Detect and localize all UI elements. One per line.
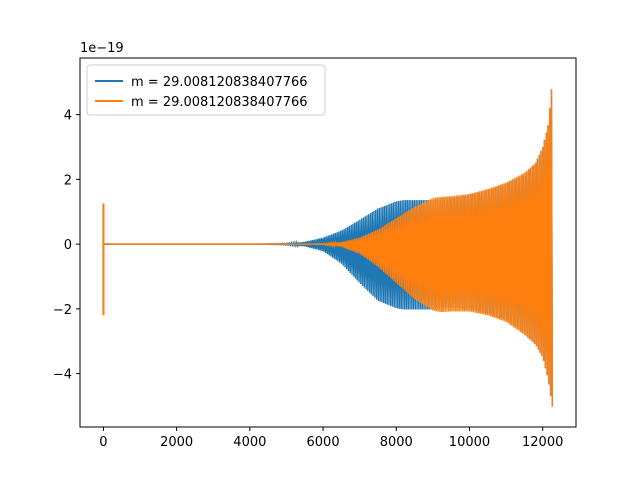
y-tick-label: −4 [53, 368, 72, 383]
series-2-line [103, 89, 554, 407]
y-axis: −4 −2 0 2 4 [53, 109, 80, 383]
legend-box [86, 64, 326, 116]
x-axis: 0 2000 4000 6000 8000 10000 12000 [99, 427, 563, 450]
x-tick-label: 12000 [522, 435, 563, 450]
legend-label-1: m = 29.008120838407766 [131, 75, 308, 90]
legend: m = 29.008120838407766 m = 29.00812083840… [86, 64, 326, 116]
legend-label-2: m = 29.008120838407766 [131, 95, 308, 110]
y-tick-label: 4 [64, 109, 72, 124]
y-tick-label: 2 [64, 173, 72, 188]
x-tick-label: 10000 [449, 435, 490, 450]
plot-frame [79, 57, 577, 428]
x-tick-label: 0 [99, 435, 107, 450]
series-layer [102, 89, 554, 407]
x-tick-label: 4000 [233, 435, 266, 450]
x-tick-label: 2000 [160, 435, 193, 450]
y-tick-label: 0 [64, 238, 72, 253]
y-tick-label: −2 [53, 303, 72, 318]
x-tick-label: 6000 [307, 435, 340, 450]
y-offset-text: 1e−19 [80, 41, 124, 56]
x-tick-label: 8000 [380, 435, 413, 450]
